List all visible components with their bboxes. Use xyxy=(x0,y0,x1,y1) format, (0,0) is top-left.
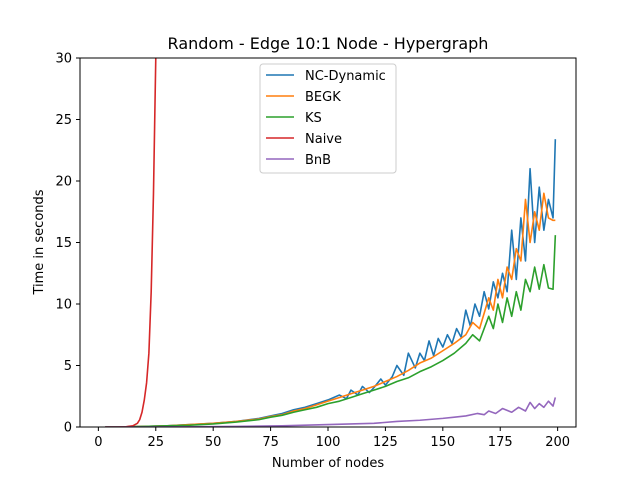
y-axis-label: Time in seconds xyxy=(32,189,47,295)
x-tick-label: 0 xyxy=(94,435,102,450)
y-tick-label: 20 xyxy=(55,175,72,190)
legend-label: Naive xyxy=(305,132,342,147)
x-tick-label: 100 xyxy=(316,435,341,450)
x-tick-label: 75 xyxy=(262,435,279,450)
y-tick-label: 5 xyxy=(64,359,72,374)
y-tick-label: 10 xyxy=(55,298,72,313)
y-tick-label: 25 xyxy=(55,113,72,128)
legend: NC-Dynamic BEGK KS Naive BnB xyxy=(259,63,397,174)
series-line-bnb xyxy=(105,397,557,427)
x-tick-label: 50 xyxy=(205,435,222,450)
x-tick-label: 200 xyxy=(545,435,570,450)
x-tick-label: 175 xyxy=(488,435,513,450)
y-tick-label: 15 xyxy=(55,236,72,251)
legend-label: KS xyxy=(305,111,322,126)
x-tick-label: 125 xyxy=(373,435,398,450)
legend-box xyxy=(259,63,397,174)
series-lines xyxy=(105,58,557,427)
chart-title: Random - Edge 10:1 Node - Hypergraph xyxy=(168,34,489,53)
series-line-ks xyxy=(105,235,557,427)
y-tick-label: 0 xyxy=(64,421,72,436)
legend-label: BEGK xyxy=(305,90,341,105)
axis-ticks: 0 25 50 75 100 125 150 175 200 0 5 10 15 20 25 30 xyxy=(55,52,570,451)
y-tick-label: 30 xyxy=(55,52,72,67)
x-tick-label: 150 xyxy=(430,435,455,450)
legend-label: BnB xyxy=(305,153,331,168)
plot-frame xyxy=(79,57,577,428)
x-tick-label: 25 xyxy=(148,435,165,450)
legend-label: NC-Dynamic xyxy=(305,69,386,84)
x-axis-label: Number of nodes xyxy=(272,456,384,471)
